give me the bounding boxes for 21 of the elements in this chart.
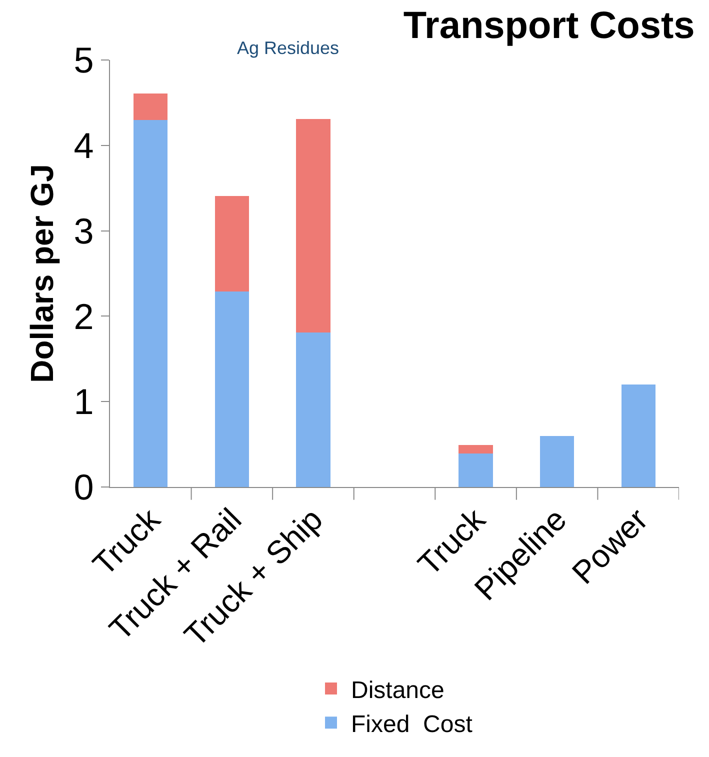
y-tick-label: 3 — [74, 210, 94, 252]
y-tick-label: 4 — [74, 125, 94, 166]
bar — [458, 445, 493, 454]
y-axis-title: Dollars per GJ — [24, 164, 60, 383]
bar — [296, 118, 330, 332]
bar — [214, 291, 249, 487]
y-tick-label: 5 — [74, 40, 94, 81]
bar — [296, 332, 330, 487]
bar — [214, 196, 249, 292]
bar — [621, 384, 656, 487]
bar — [458, 454, 493, 487]
bar — [540, 436, 574, 487]
y-tick-label: 1 — [74, 381, 94, 422]
text: Ag Residues — [237, 38, 340, 58]
bar — [134, 93, 168, 120]
legend-label: Distance — [351, 676, 444, 704]
y-tick-label: 2 — [74, 296, 94, 337]
bar — [134, 120, 168, 487]
y-tick-label: 0 — [74, 466, 94, 508]
legend-label: Fixed Cost — [351, 711, 473, 738]
chart-title: Transport Costs — [403, 4, 695, 47]
